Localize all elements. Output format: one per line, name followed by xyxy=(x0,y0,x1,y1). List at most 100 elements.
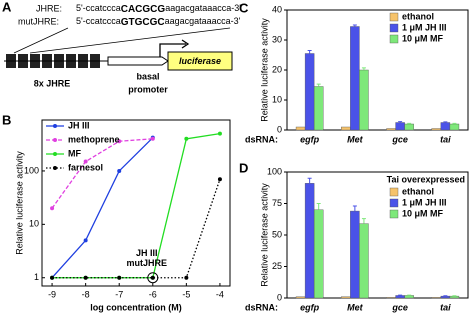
legend-label: JH III xyxy=(68,120,90,130)
legend-label: ethanol xyxy=(402,186,434,196)
point xyxy=(83,275,88,280)
panel-label: C xyxy=(239,0,249,15)
bar xyxy=(341,126,351,131)
point xyxy=(117,139,122,144)
seq-part: 5'-ccatccca xyxy=(76,16,121,26)
point xyxy=(117,275,122,280)
legend-marker xyxy=(53,152,57,156)
error-bar xyxy=(307,177,312,184)
bar xyxy=(449,123,460,131)
series-line xyxy=(52,132,221,279)
x-tick-label: egfp xyxy=(300,134,320,144)
legend-swatch xyxy=(389,23,399,33)
legend-label: 10 μM MF xyxy=(402,208,444,218)
bar xyxy=(404,123,414,131)
legend-swatch xyxy=(389,12,399,22)
bar xyxy=(350,210,360,299)
bar xyxy=(440,295,451,299)
legend-swatch xyxy=(389,198,399,208)
error-bar xyxy=(443,121,448,123)
y-tick-label: 20 xyxy=(272,64,282,74)
jhre-label: JHRE: xyxy=(36,3,62,13)
bar xyxy=(431,128,442,131)
x-axis-label: log concentration (M) xyxy=(90,302,182,312)
y-tick-label: 30 xyxy=(272,34,282,44)
mut-seq: 5'-ccatcccaGTGCGCaagacgataaacca-3' xyxy=(76,16,241,27)
error-bar xyxy=(307,50,312,54)
x-tick-label: tai xyxy=(440,134,451,144)
bar xyxy=(313,86,324,131)
x-tick-label: Met xyxy=(347,134,364,144)
annotation-text: mutJHRE xyxy=(127,258,168,268)
point xyxy=(184,136,189,141)
y-tick-label: 25 xyxy=(272,261,282,271)
bar xyxy=(295,126,306,131)
point xyxy=(184,275,189,280)
y-tick-label: 75 xyxy=(272,198,282,208)
bar xyxy=(313,209,324,299)
seq-part: aagacgataaacca-3' xyxy=(165,3,241,13)
error-bar xyxy=(361,218,366,224)
y-axis-label: Relative luciferase activity xyxy=(14,151,24,255)
x-axis-label: dsRNA: xyxy=(245,134,278,144)
promoter-label: promoter xyxy=(128,84,168,94)
bar xyxy=(359,223,369,299)
legend-swatch xyxy=(389,34,399,44)
repeat-label: 8x JHRE xyxy=(34,78,71,88)
bar xyxy=(304,53,315,131)
bar xyxy=(449,295,460,299)
bar xyxy=(404,295,414,299)
x-tick-label: egfp xyxy=(300,302,320,312)
legend-label: 1 μM JH III xyxy=(402,22,447,32)
y-tick-label: 100 xyxy=(267,166,282,176)
panel-label: B xyxy=(2,112,11,127)
x-tick-label: -7 xyxy=(115,289,123,299)
legend-marker xyxy=(53,138,57,142)
x-tick-label: -8 xyxy=(82,289,90,299)
point xyxy=(150,136,155,141)
point xyxy=(50,275,55,280)
error-bar xyxy=(316,83,321,87)
subtitle: Tai overexpressed xyxy=(387,174,465,184)
error-bar xyxy=(398,121,403,123)
y-tick-label: 50 xyxy=(272,229,282,239)
zoom-line xyxy=(29,27,231,54)
bar xyxy=(304,183,315,299)
x-tick-label: tai xyxy=(440,302,451,312)
bar xyxy=(359,69,369,131)
seq-core: GTGCGC xyxy=(121,17,165,28)
error-bar xyxy=(452,122,457,124)
tss-arrow xyxy=(159,39,190,57)
y-tick-label: 0 xyxy=(277,124,282,134)
y-tick-label: 100 xyxy=(24,165,39,175)
x-tick-label: -4 xyxy=(216,289,224,299)
legend-label: farnesol xyxy=(68,162,103,172)
bar xyxy=(386,297,396,299)
point xyxy=(217,131,222,136)
bar xyxy=(440,122,451,131)
point xyxy=(50,206,55,211)
panel-label: D xyxy=(239,160,248,175)
seq-core: CACGCG xyxy=(121,4,166,15)
error-bar xyxy=(316,203,321,210)
error-bar xyxy=(361,67,366,70)
annotation-circle xyxy=(147,272,159,284)
y-tick-label: 10 xyxy=(29,219,39,229)
panel-label: A xyxy=(2,0,12,14)
y-axis-label: Relative luciferase activity xyxy=(259,183,269,287)
bar xyxy=(350,26,360,131)
x-tick-label: -5 xyxy=(182,289,190,299)
legend-swatch xyxy=(389,209,399,219)
series-line xyxy=(52,179,221,279)
legend-marker xyxy=(53,124,57,128)
legend-label: ethanol xyxy=(402,11,434,21)
point xyxy=(83,238,88,243)
x-axis-label: dsRNA: xyxy=(245,302,278,312)
x-tick-label: gce xyxy=(391,134,408,144)
point xyxy=(117,168,122,173)
legend-label: 1 μM JH III xyxy=(402,197,447,207)
zoom-line xyxy=(13,27,69,54)
promoter-label: basal xyxy=(136,71,159,81)
bar xyxy=(431,297,442,299)
